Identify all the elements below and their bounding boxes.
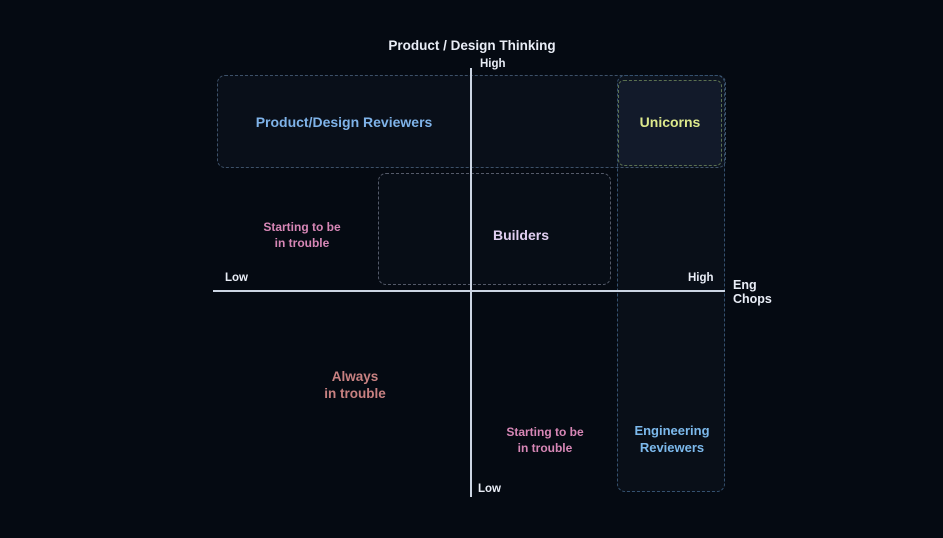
vertical-axis-title: Product / Design Thinking — [388, 38, 556, 53]
unicorns-box — [618, 80, 722, 166]
vertical-axis-line — [470, 68, 472, 497]
horizontal-axis-line — [213, 290, 725, 292]
builders-label: Builders — [492, 227, 550, 243]
horizontal-axis-low-label: Low — [225, 272, 248, 284]
unicorns-label: Unicorns — [639, 114, 701, 130]
always-in-trouble-label: Always in trouble — [324, 369, 386, 401]
horizontal-axis-title: Eng Chops — [733, 278, 772, 306]
product-design-reviewers-label: Product/Design Reviewers — [255, 114, 433, 130]
vertical-axis-high-label: High — [480, 58, 506, 70]
builders-box — [378, 173, 611, 285]
vertical-axis-low-label: Low — [478, 483, 501, 495]
starting-to-be-in-trouble-upper-label: Starting to be in trouble — [263, 220, 341, 250]
engineering-reviewers-box — [617, 75, 725, 492]
starting-to-be-in-trouble-lower-label: Starting to be in trouble — [506, 425, 584, 455]
engineering-reviewers-label: Engineering Reviewers — [634, 423, 710, 455]
horizontal-axis-high-label: High — [688, 272, 714, 284]
